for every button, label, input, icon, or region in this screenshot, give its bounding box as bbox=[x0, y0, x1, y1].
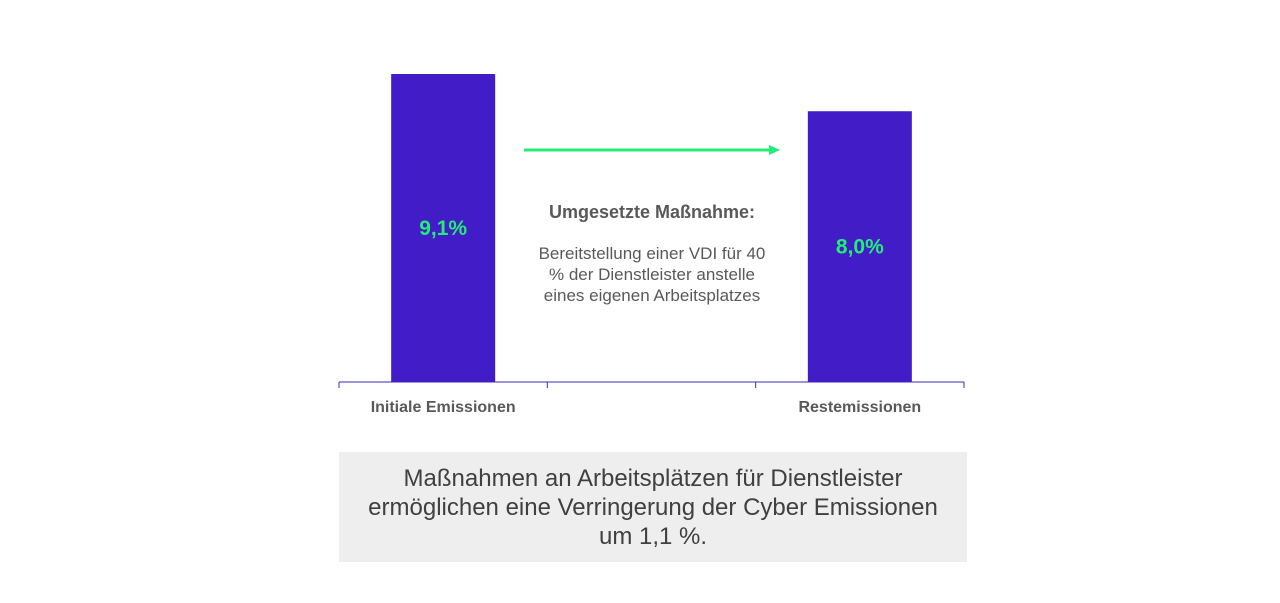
right-arrow-icon bbox=[524, 145, 780, 155]
bar-2 bbox=[807, 111, 912, 382]
x-axis bbox=[338, 381, 965, 388]
category-label-0: Initiale Emissionen bbox=[371, 399, 516, 416]
bar-value-label-2: 8,0% bbox=[836, 236, 884, 259]
summary-text: Maßnahmen an Arbeitsplätzen für Dienstle… bbox=[368, 464, 938, 550]
bars bbox=[391, 74, 912, 382]
bar-value-label-0: 9,1% bbox=[419, 217, 467, 240]
category-label-2: Restemissionen bbox=[798, 399, 921, 416]
summary-box: Maßnahmen an Arbeitsplätzen für Dienstle… bbox=[339, 452, 967, 562]
measure-annotation: Umgesetzte Maßnahme: Bereitstellung eine… bbox=[510, 202, 794, 306]
annotation-title: Umgesetzte Maßnahme: bbox=[548, 202, 756, 222]
bar-chart: 9,1% Initiale Emissionen 8,0% Restemissione… bbox=[338, 74, 965, 416]
bar-0 bbox=[391, 74, 496, 382]
annotation-body: Bereitstellung einer VDI für 40 % der Di… bbox=[538, 244, 766, 305]
labels: 9,1% Initiale Emissionen 8,0% Restemissione… bbox=[371, 217, 921, 416]
